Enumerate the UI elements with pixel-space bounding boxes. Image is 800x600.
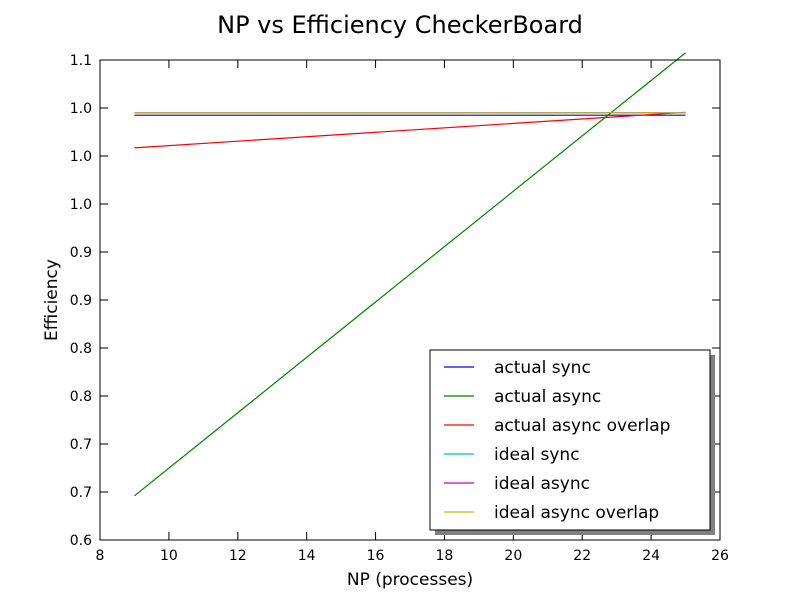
y-tick-label: 0.9 [70, 293, 92, 309]
y-tick-label: 1.0 [70, 101, 92, 117]
x-tick-label: 24 [642, 548, 660, 564]
chart-title: NP vs Efficiency CheckerBoard [217, 11, 583, 39]
x-tick-label: 16 [367, 548, 385, 564]
y-tick-label: 0.6 [70, 533, 92, 549]
y-tick-labels: 0.6 0.7 0.7 0.8 0.8 0.9 0.9 1.0 1.0 1.0 1.1 [70, 53, 92, 549]
legend-box [429, 349, 711, 531]
plot-frame [99, 59, 721, 541]
legend: actual sync actual async actual async over… [429, 349, 715, 535]
y-tick-label: 0.8 [70, 389, 92, 405]
y-tick-label: 0.7 [70, 437, 92, 453]
x-tick-label: 22 [573, 548, 591, 564]
legend-label: ideal async [494, 474, 590, 494]
y-tick-label: 1.1 [70, 53, 92, 69]
x-tick-label: 14 [298, 548, 316, 564]
y-tick-label: 1.0 [70, 197, 92, 213]
legend-label: ideal async overlap [494, 503, 659, 523]
x-tick-label: 8 [96, 548, 105, 564]
x-axis-label: NP (processes) [347, 570, 473, 590]
y-tick-label: 0.8 [70, 341, 92, 357]
x-tick-label: 20 [504, 548, 522, 564]
series-lines [134, 52, 686, 497]
y-tick-label: 1.0 [70, 149, 92, 165]
series-line-actual-async [134, 52, 686, 497]
x-tick-label: 18 [436, 548, 454, 564]
y-tick-label: 0.7 [70, 485, 92, 501]
legend-label: actual async [494, 387, 601, 407]
legend-label: actual sync [494, 358, 591, 378]
tick-marks [99, 59, 721, 541]
legend-label: actual async overlap [494, 416, 670, 436]
legend-items: actual sync actual async actual async over… [444, 358, 670, 523]
y-axis-label: Efficiency [42, 259, 62, 341]
x-tick-label: 12 [229, 548, 247, 564]
x-tick-label: 10 [160, 548, 178, 564]
x-tick-label: 26 [711, 548, 729, 564]
legend-label: ideal sync [494, 445, 580, 465]
y-tick-label: 0.9 [70, 245, 92, 261]
x-tick-labels: 8 10 12 14 16 18 20 22 24 26 [96, 548, 729, 564]
series-line-actual-async-overlap [134, 111, 686, 149]
